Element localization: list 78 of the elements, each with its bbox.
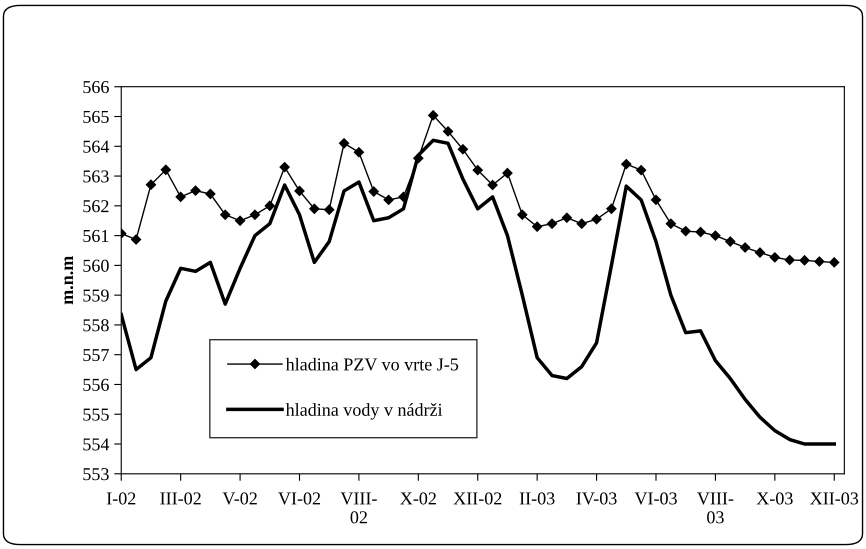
point	[280, 162, 290, 172]
point	[384, 194, 394, 205]
x-tick-label: XII-02	[454, 492, 502, 505]
x-tick-label: V-02	[222, 492, 257, 505]
point	[250, 210, 260, 220]
point	[784, 254, 795, 266]
point	[176, 192, 186, 202]
point	[413, 153, 424, 164]
y-tick-label: 563	[83, 170, 109, 182]
point	[695, 226, 706, 238]
point	[130, 234, 142, 245]
x-tick-label: X-03	[756, 492, 793, 505]
legend-label: hladina vody v nádrži	[286, 403, 442, 420]
point	[324, 204, 334, 215]
x-tick-label: I-02	[106, 492, 136, 505]
y-tick-label: 566	[83, 81, 109, 94]
y-tick-label: 553	[83, 468, 109, 480]
point	[650, 194, 662, 205]
point	[398, 192, 409, 202]
point	[354, 147, 364, 158]
point	[754, 247, 766, 258]
y-axis-title: m.n.m	[64, 256, 74, 304]
point	[294, 186, 305, 196]
point	[458, 144, 468, 154]
point	[220, 210, 230, 220]
point	[146, 180, 156, 190]
y-tick-label: 561	[83, 230, 108, 242]
x-tick-label: VIII- 03	[697, 492, 734, 524]
point	[368, 186, 379, 197]
point	[606, 204, 617, 214]
x-tick-label: IV-03	[576, 492, 617, 505]
point	[234, 216, 246, 226]
point	[264, 200, 275, 211]
point	[160, 164, 171, 175]
x-tick-label: VI-02	[278, 492, 320, 505]
point	[799, 255, 810, 266]
y-tick-label: 555	[83, 408, 109, 421]
y-tick-label: 557	[83, 349, 109, 362]
y-tick-label: 560	[83, 260, 109, 272]
point	[636, 164, 646, 176]
y-tick-label: 558	[83, 319, 109, 332]
point	[546, 218, 558, 229]
x-tick-label: VIII- 02	[340, 492, 377, 524]
y-tick-label: 554	[83, 438, 110, 450]
point	[680, 226, 691, 236]
point	[487, 180, 498, 190]
point	[338, 138, 350, 148]
point	[428, 110, 438, 120]
y-tick-label: 564	[83, 140, 110, 153]
point	[502, 168, 513, 178]
point	[576, 218, 587, 229]
point	[725, 236, 736, 247]
point	[442, 126, 454, 137]
point	[666, 218, 676, 229]
x-tick-label: X-02	[400, 492, 436, 505]
legend-label: hladina PZV vo vrte J-5	[286, 358, 458, 371]
point	[517, 210, 528, 220]
point	[472, 164, 483, 176]
point	[205, 188, 216, 200]
x-tick-label: III-02	[160, 492, 201, 505]
point	[591, 214, 602, 224]
y-tick-label: 565	[83, 110, 109, 123]
y-tick-label: 556	[83, 378, 109, 391]
point	[710, 230, 721, 241]
point	[829, 257, 840, 268]
point	[814, 256, 825, 267]
y-tick-label: 559	[83, 289, 109, 302]
point	[770, 252, 780, 262]
x-tick-label: II-03	[520, 492, 555, 505]
x-tick-label: XII-03	[810, 492, 858, 505]
point	[309, 204, 320, 214]
point	[740, 242, 750, 253]
point	[621, 159, 632, 170]
x-tick-label: VI-03	[634, 492, 677, 505]
y-tick-label: 562	[83, 200, 108, 212]
point	[562, 212, 572, 223]
point	[190, 186, 201, 196]
point	[532, 222, 542, 232]
